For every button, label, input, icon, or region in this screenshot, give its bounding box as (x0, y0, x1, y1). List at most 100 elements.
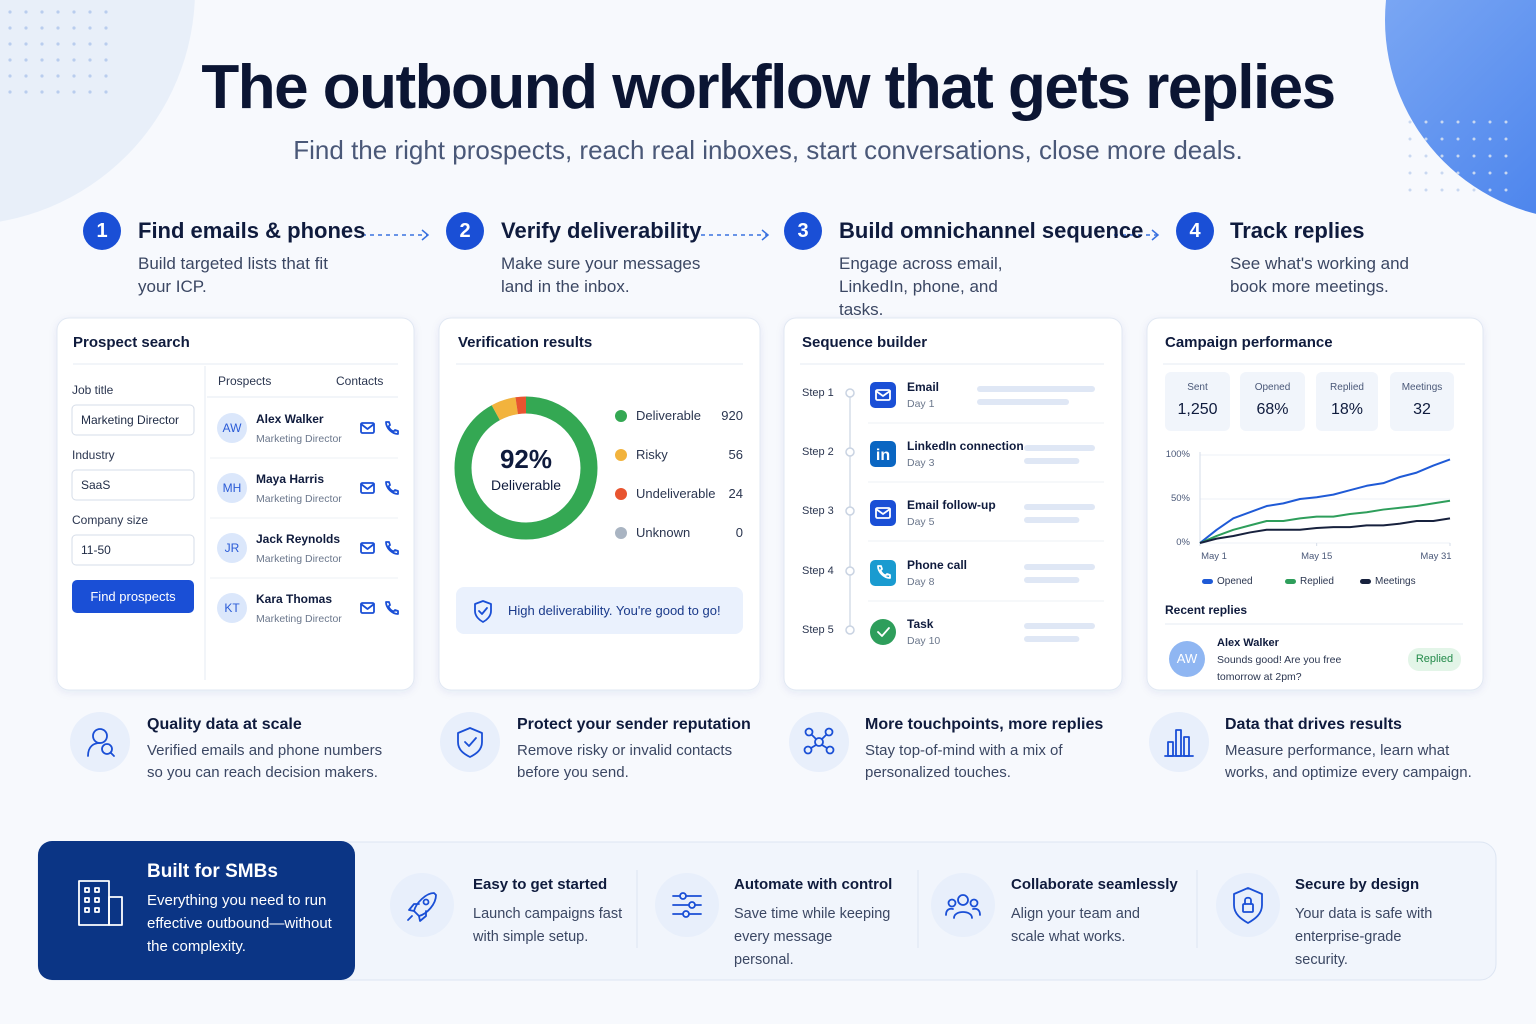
dot (1424, 154, 1428, 158)
dot (72, 10, 76, 14)
note-box (456, 587, 743, 634)
icon-glyph (877, 627, 890, 637)
legend-value: 56 (728, 447, 743, 462)
stat-value: 68% (1256, 401, 1289, 418)
prospect-name: Alex Walker (256, 412, 324, 426)
mail-icon (360, 602, 375, 614)
icon-part (407, 915, 413, 921)
step-title: Find emails & phones (138, 218, 366, 243)
field-label: Job title (72, 383, 114, 397)
reply-name: Alex Walker (1217, 637, 1279, 649)
line-series (1199, 517, 1451, 544)
dot (1488, 171, 1492, 175)
section-title: Recent replies (1165, 603, 1248, 617)
input (71, 469, 195, 501)
dot (104, 26, 108, 30)
dot (1504, 188, 1508, 192)
input-value[interactable]: Marketing Director (81, 413, 180, 427)
stat-label: Opened (1254, 382, 1291, 393)
avatar-initials: JR (224, 541, 240, 555)
phone-icon (385, 481, 399, 495)
item-icon (945, 894, 981, 919)
dot (1456, 171, 1460, 175)
dot (1472, 120, 1476, 124)
icon-part (474, 600, 492, 623)
icon-part (360, 603, 375, 610)
step-label: Step 2 (802, 446, 834, 458)
dot (1488, 188, 1492, 192)
timeline-node (845, 447, 855, 457)
field-label: Industry (72, 448, 115, 462)
item-title: Secure by design (1295, 876, 1420, 893)
dot (88, 74, 92, 78)
input-value[interactable]: SaaS (81, 478, 111, 492)
decor-circle (0, 0, 195, 222)
feature-description: Stay top-of-mind with a mix of personali… (865, 742, 1063, 781)
step-label: Step 1 (802, 387, 834, 399)
stat-value: 32 (1413, 401, 1431, 418)
stat-box (1316, 372, 1378, 431)
stat-box (1165, 372, 1230, 431)
timeline-node (845, 388, 855, 398)
icon-part (682, 910, 690, 918)
icon-part (1175, 729, 1182, 757)
mail-icon (360, 542, 375, 554)
dot (56, 74, 60, 78)
prospect-name: Maya Harris (256, 472, 325, 486)
icon-part (1244, 896, 1252, 905)
line-series (1199, 458, 1451, 544)
dot (1408, 120, 1412, 124)
dot (24, 58, 28, 62)
dot (1424, 188, 1428, 192)
icon-part (824, 727, 834, 737)
dot (88, 26, 92, 30)
dot (1472, 188, 1476, 192)
placeholder (977, 386, 1095, 392)
step-day: Day 1 (907, 398, 935, 410)
placeholder (977, 399, 1070, 405)
stat-label: Sent (1187, 382, 1208, 393)
line-series (1199, 499, 1451, 544)
phone-icon (385, 601, 399, 615)
icon-part (821, 744, 828, 749)
phone-icon (385, 421, 399, 435)
icon-part (418, 910, 427, 922)
dot (72, 42, 76, 46)
donut-label: Deliverable (490, 477, 562, 493)
placeholder (1024, 517, 1080, 523)
step-label: Step 4 (802, 565, 834, 577)
dot (8, 58, 12, 62)
item-description: Launch campaigns fast with simple setup. (473, 906, 623, 945)
input-value[interactable]: 11-50 (81, 543, 111, 557)
status-badge (1408, 648, 1461, 671)
icon-part (385, 601, 399, 615)
avatar (217, 413, 247, 443)
icon-bg (870, 441, 896, 467)
icon-part (84, 897, 90, 903)
stat-value: 1,250 (1177, 401, 1218, 418)
donut-value: 92% (499, 444, 553, 474)
dot (1488, 154, 1492, 158)
icon-part (84, 907, 90, 913)
prospect-role: Marketing Director (256, 433, 342, 445)
decor-dots (8, 10, 108, 94)
button-label[interactable]: Find prospects (90, 589, 176, 604)
icon-glyph (875, 389, 891, 401)
dot (8, 26, 12, 30)
dot (1408, 137, 1412, 141)
icon-part (957, 894, 969, 906)
stat-box (1390, 372, 1454, 431)
mail-icon (360, 482, 375, 494)
avatar (217, 533, 247, 563)
dot (1440, 137, 1444, 141)
button[interactable] (72, 580, 194, 613)
dot (8, 10, 12, 14)
step-icon (870, 560, 896, 586)
card-title: Campaign performance (1165, 334, 1333, 351)
dot (72, 26, 76, 30)
dot (40, 10, 44, 14)
dot (1504, 120, 1508, 124)
icon-part (385, 541, 399, 555)
icon-part (110, 752, 115, 757)
icon-part (360, 543, 375, 550)
